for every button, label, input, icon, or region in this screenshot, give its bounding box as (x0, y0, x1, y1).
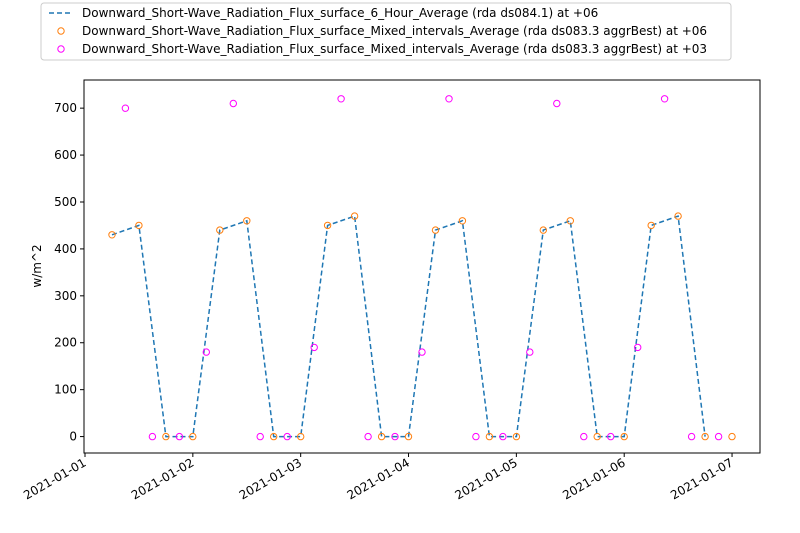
data-point-series-3 (310, 343, 318, 352)
data-layer (108, 95, 736, 441)
data-point-series-2 (243, 217, 251, 225)
data-point-series-2 (108, 231, 116, 239)
legend-label-series-3: Downward_Short-Wave_Radiation_Flux_surfa… (82, 42, 707, 56)
series-line-1 (111, 215, 706, 438)
data-point-series-3 (391, 432, 399, 441)
y-tick-label: 0 (69, 430, 77, 444)
data-point-series-2 (404, 432, 413, 441)
data-point-series-2 (270, 432, 278, 441)
x-tick-label: 2021-01-02 (129, 455, 196, 502)
data-point-series-2 (539, 226, 547, 234)
y-tick-label: 400 (54, 242, 77, 256)
legend-marker-orange-circle (57, 27, 65, 35)
data-point-series-2 (512, 432, 521, 441)
data-point-series-2 (458, 217, 467, 225)
data-point-series-2 (377, 432, 386, 441)
data-point-series-2 (674, 212, 682, 220)
data-point-series-3 (499, 432, 507, 441)
data-point-series-2 (485, 432, 494, 441)
y-tick-label: 700 (54, 101, 77, 115)
data-point-series-3 (472, 432, 480, 441)
x-tick-label: 2021-01-07 (668, 455, 735, 502)
x-tick-label: 2021-01-01 (21, 455, 88, 502)
data-point-series-2 (701, 432, 709, 441)
y-tick-label: 500 (54, 195, 77, 209)
data-point-series-3 (526, 348, 534, 356)
data-point-series-3 (660, 95, 669, 103)
data-point-series-3 (580, 432, 588, 441)
y-tick-label: 200 (54, 336, 77, 350)
data-point-series-3 (607, 432, 615, 441)
x-tick-label: 2021-01-06 (560, 455, 627, 502)
y-tick-label: 300 (54, 289, 77, 303)
data-point-series-3 (121, 104, 130, 112)
data-point-series-2 (350, 212, 359, 220)
legend-label-series-1: Downward_Short-Wave_Radiation_Flux_surfa… (82, 6, 598, 20)
data-point-series-2 (647, 221, 655, 230)
y-axis: 0 100 200 300 400 500 600 700 (54, 101, 84, 444)
data-point-series-3 (553, 99, 561, 108)
data-point-series-2 (593, 432, 601, 441)
data-point-series-2 (162, 432, 170, 441)
y-tick-label: 600 (54, 148, 77, 162)
x-tick-label: 2021-01-04 (345, 455, 412, 502)
data-point-series-2 (620, 432, 628, 441)
data-point-series-2 (431, 226, 440, 234)
x-axis: 2021-01-01 2021-01-02 2021-01-03 2021-01-04… (21, 453, 736, 502)
data-point-series-3 (229, 99, 238, 108)
data-point-series-3 (445, 95, 453, 103)
data-point-series-3 (175, 432, 184, 441)
data-point-series-2 (297, 432, 305, 441)
x-tick-label: 2021-01-03 (237, 455, 304, 502)
data-point-series-2 (323, 221, 332, 230)
data-point-series-3 (283, 432, 291, 441)
data-point-series-2 (216, 226, 224, 234)
data-point-series-3 (418, 348, 426, 356)
legend-frame (40, 2, 732, 61)
data-point-series-3 (714, 432, 723, 441)
x-tick-label: 2021-01-05 (452, 455, 519, 502)
y-tick-label: 100 (54, 383, 77, 397)
legend: Downward_Short-Wave_Radiation_Flux_surfa… (40, 2, 732, 61)
plot-frame (83, 79, 761, 454)
data-point-series-2 (566, 217, 574, 225)
legend-label-series-2: Downward_Short-Wave_Radiation_Flux_surfa… (82, 24, 707, 38)
plot-area (84, 80, 760, 453)
data-point-series-3 (148, 432, 157, 441)
data-point-series-3 (687, 432, 696, 441)
data-point-series-3 (337, 95, 345, 103)
data-point-series-2 (135, 221, 143, 230)
data-point-series-3 (256, 432, 264, 441)
legend-marker-magenta-circle (57, 45, 65, 53)
data-point-series-2 (189, 432, 197, 441)
data-point-series-2 (728, 432, 736, 441)
y-axis-label: w/m^2 (30, 244, 44, 287)
data-point-series-3 (364, 432, 372, 441)
data-point-series-3 (634, 343, 642, 352)
data-point-series-3 (202, 348, 211, 356)
